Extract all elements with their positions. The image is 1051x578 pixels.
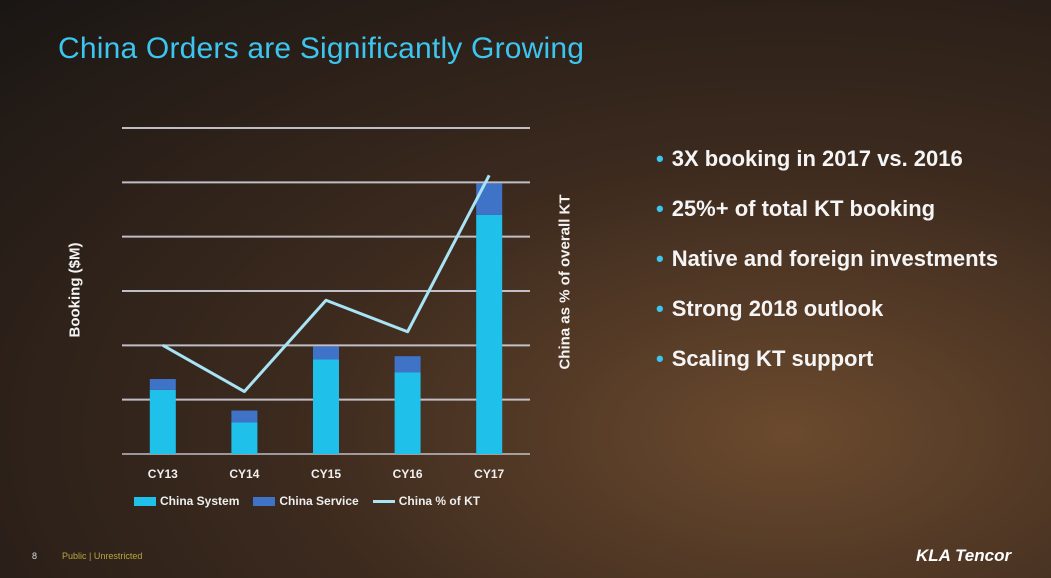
bullet-text: Strong 2018 outlook — [671, 296, 884, 321]
line-china-pct — [162, 174, 491, 394]
x-tick-label: CY13 — [148, 467, 178, 481]
bullet-item: • Scaling KT support — [656, 344, 998, 394]
chart-bars — [149, 183, 503, 454]
bullet-text: 3X booking in 2017 vs. 2016 — [671, 146, 963, 171]
bar-china-system — [313, 359, 339, 454]
bullet-item: • 3X booking in 2017 vs. 2016 — [656, 144, 998, 194]
bar-china-service — [476, 183, 503, 215]
legend-swatch-china-pct — [372, 499, 395, 503]
bullet-dot-icon: • — [656, 196, 664, 221]
x-tick-label: CY14 — [229, 467, 259, 481]
classification-label: Public | Unrestricted — [62, 551, 143, 561]
x-tick-label: CY17 — [474, 467, 504, 481]
bar-china-system — [231, 422, 258, 454]
legend-item-china-pct: China % of KT — [372, 494, 481, 508]
legend-swatch-china-system — [134, 496, 156, 506]
bullet-item: • Strong 2018 outlook — [656, 294, 998, 344]
chart-line-series — [162, 174, 491, 394]
bar-china-system — [476, 214, 503, 454]
bullet-item: • Native and foreign investments — [656, 244, 998, 294]
legend-label-china-service: China Service — [279, 494, 359, 508]
bullet-dot-icon: • — [656, 346, 664, 371]
bullet-text: Native and foreign investments — [671, 246, 999, 271]
legend-label-china-system: China System — [160, 494, 240, 508]
bar-china-service — [313, 346, 339, 360]
bullet-text: Scaling KT support — [671, 346, 874, 371]
bar-china-service — [149, 379, 176, 390]
y2-axis-label: China as % of overall KT — [556, 194, 574, 370]
bar-china-service — [394, 356, 421, 373]
legend-item-china-service: China Service — [253, 494, 359, 508]
y-axis-label: Booking ($M) — [66, 242, 84, 338]
chart-x-ticks: CY13 CY14 CY15 CY16 CY17 — [148, 467, 505, 481]
chart-legend: China System China Service China % of KT — [134, 494, 480, 508]
page-number: 8 — [32, 551, 38, 561]
slide-title: China Orders are Significantly Growing — [58, 32, 585, 65]
company-logo: KLA Tencor — [916, 546, 1012, 565]
x-tick-label: CY15 — [311, 467, 341, 481]
bullet-list: • 3X booking in 2017 vs. 2016 • 25%+ of to… — [656, 144, 998, 394]
bar-china-service — [231, 410, 258, 423]
legend-swatch-china-service — [253, 496, 276, 506]
x-tick-label: CY16 — [393, 467, 423, 481]
bullet-text: 25%+ of total KT booking — [671, 196, 936, 221]
legend-label-china-pct: China % of KT — [398, 494, 481, 508]
bar-china-system — [394, 372, 421, 454]
bullet-dot-icon: • — [656, 146, 664, 171]
bullet-dot-icon: • — [656, 296, 664, 321]
bar-china-system — [149, 389, 176, 454]
bullet-dot-icon: • — [656, 246, 664, 271]
legend-item-china-system: China System — [134, 494, 239, 508]
bullet-item: • 25%+ of total KT booking — [656, 194, 998, 244]
